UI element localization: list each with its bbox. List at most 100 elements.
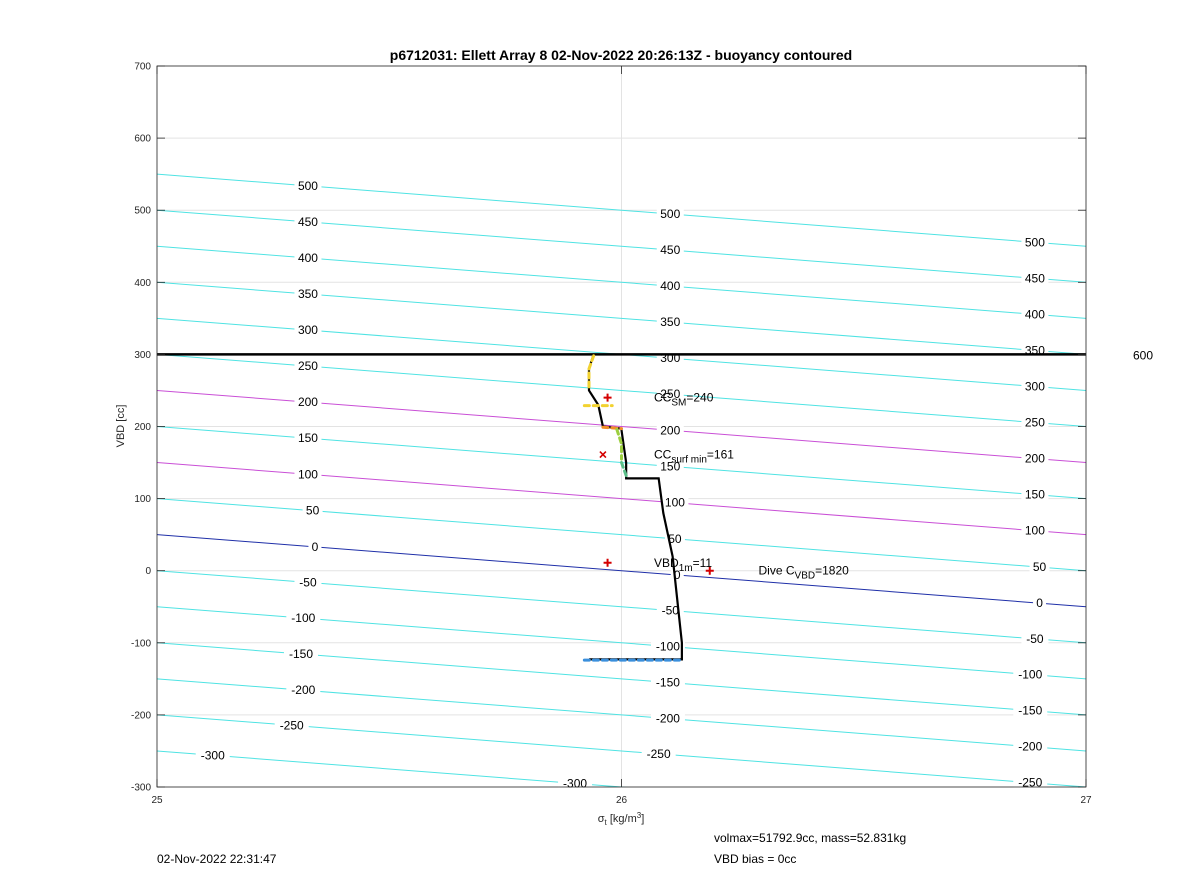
contour-label-bg [650, 638, 685, 653]
contour-label-bg [294, 430, 322, 445]
contour-label-bg [656, 386, 684, 401]
contour-label-bg [656, 278, 684, 293]
contour-label-bg [656, 205, 684, 220]
observation-segment [587, 354, 596, 389]
contour-label: 350 [660, 315, 680, 329]
contour-label-bg [1013, 702, 1048, 717]
contour-label: -100 [1018, 668, 1042, 682]
contour-label: 100 [298, 467, 318, 481]
contour-label: 400 [298, 251, 318, 265]
contour-label-bg [286, 682, 321, 697]
y-tick-label: 600 [134, 134, 151, 145]
x-tick-label: 26 [616, 795, 628, 806]
annotation-text: VBD1m=11 [654, 556, 712, 574]
contour-label-bg [1021, 306, 1049, 321]
contour-label-bg [650, 674, 685, 689]
contour-label-bg [1029, 559, 1050, 574]
contour-label-bg [294, 358, 322, 373]
contour-label-bg [294, 394, 322, 409]
contour-label: 200 [660, 423, 680, 437]
y-tick-label: 400 [134, 278, 151, 289]
contour-label: 500 [298, 179, 318, 193]
contour-label: 0 [312, 540, 319, 554]
marker-plus [705, 566, 714, 575]
x-tick-label: 25 [151, 795, 163, 806]
profile-series [582, 354, 684, 662]
marker-plus [603, 393, 612, 402]
contour-label: 250 [1025, 416, 1045, 430]
contour-label-bg [1021, 450, 1049, 465]
contour-label: 100 [1025, 524, 1045, 538]
contour-label-bg [1021, 342, 1049, 357]
contour-label-bg [1021, 522, 1049, 537]
profile-line [587, 354, 683, 661]
contour-label: -150 [289, 647, 313, 661]
contour-label: -150 [1018, 704, 1042, 718]
contour-label-bg [1021, 378, 1049, 393]
max-vbd-line: 600 [157, 348, 1153, 362]
contour-label: 400 [660, 279, 680, 293]
contour-label: 0 [674, 568, 681, 582]
contour-label-bg [294, 249, 322, 264]
contour-label-bg [1021, 414, 1049, 429]
contour-label-bg [641, 745, 676, 760]
contour-label: 250 [298, 359, 318, 373]
contour-label: 300 [1025, 379, 1045, 393]
y-tick-label: -100 [131, 638, 151, 649]
contour-line [157, 714, 1086, 787]
chart-title: p6712031: Ellett Array 8 02-Nov-2022 20:… [390, 47, 852, 63]
contour-label: -100 [291, 611, 315, 625]
contour-label: 300 [298, 323, 318, 337]
footer-vbd-bias: VBD bias = 0cc [714, 852, 797, 866]
y-tick-label: 0 [145, 566, 151, 577]
contour-label-bg [1021, 234, 1049, 249]
contour-label: -100 [656, 639, 680, 653]
contour-label: 50 [306, 504, 320, 518]
contour-line [157, 750, 628, 787]
contour-label: -200 [291, 683, 315, 697]
contour-label-bg [656, 458, 684, 473]
x-axis-ticks: 25 26 27 [151, 66, 1092, 806]
contour-label: 350 [298, 287, 318, 301]
contour-label: -300 [201, 748, 225, 762]
contour-label: 0 [1036, 596, 1043, 610]
contour-label-bg [308, 538, 322, 553]
annotation-text: CCSM=240 [654, 391, 714, 409]
contour-label: 450 [660, 243, 680, 257]
contour-label: 50 [1033, 560, 1047, 574]
contour-label-bg [650, 710, 685, 725]
y-tick-label: 100 [134, 494, 151, 505]
contour-label-bg [294, 177, 322, 192]
contour-label: 400 [1025, 307, 1045, 321]
contour-label-bg [1013, 774, 1048, 789]
contour-label-bg [286, 610, 321, 625]
contour-label: 200 [298, 395, 318, 409]
y-tick-label: 200 [134, 422, 151, 433]
contour-label: 150 [660, 459, 680, 473]
annotation-text: CCsurf min=161 [654, 448, 734, 466]
y-axis-label: VBD [cc] [115, 405, 127, 448]
contour-label-bg [1013, 738, 1048, 753]
x-axis-label: σt [kg/m3] [598, 811, 645, 827]
contour-label: 450 [298, 215, 318, 229]
contour-label-bg [294, 213, 322, 228]
contour-label: -50 [299, 575, 317, 589]
contour-label-bg [558, 775, 593, 790]
contour-label: 250 [660, 387, 680, 401]
contour-label: 450 [1025, 271, 1045, 285]
y-tick-label: 300 [134, 350, 151, 361]
max-vbd-line-label: 600 [1133, 348, 1153, 362]
contour-label: -300 [563, 776, 587, 790]
contour-label: -150 [656, 675, 680, 689]
annotations: CCSM=240 CCsurf min=161 VBD1m=11 Dive CVBD=… [654, 391, 849, 582]
contour-label: 200 [1025, 452, 1045, 466]
contour-label-bg [1013, 666, 1048, 681]
contour-label: 500 [660, 207, 680, 221]
contour-label: 150 [298, 431, 318, 445]
contour-label-bg [294, 286, 322, 301]
contour-label: -50 [1026, 632, 1044, 646]
marker-plus [603, 558, 612, 567]
y-tick-label: -200 [131, 710, 151, 721]
